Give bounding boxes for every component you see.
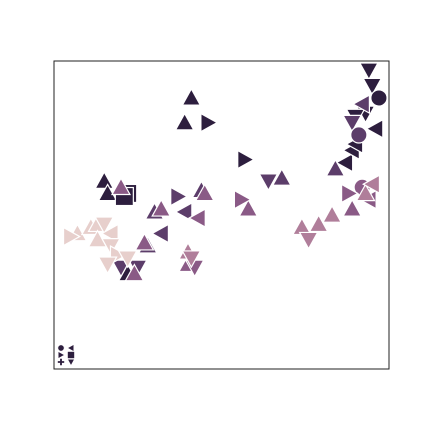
legend-marker-circle	[58, 345, 64, 351]
data-point-1-11	[351, 127, 367, 143]
data-point-0-15	[371, 90, 387, 106]
legend-marker-square	[68, 352, 75, 359]
